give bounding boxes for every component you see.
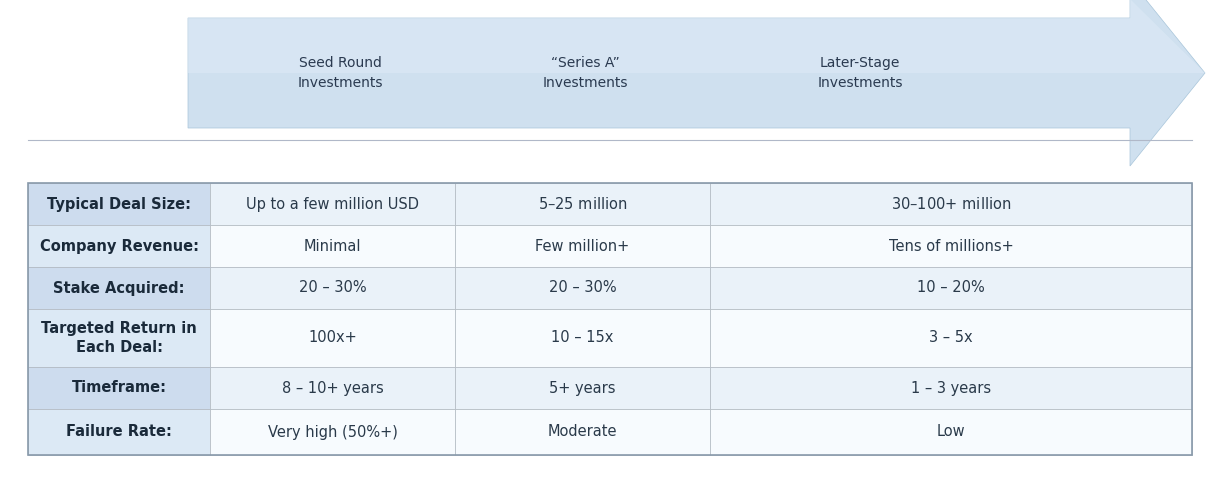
FancyBboxPatch shape [710,309,1191,367]
Text: 10 – 15x: 10 – 15x [551,331,613,345]
Text: Minimal: Minimal [304,239,362,253]
Text: $5 – $25 million: $5 – $25 million [538,196,627,212]
Text: Typical Deal Size:: Typical Deal Size: [46,196,191,212]
Text: 3 – 5x: 3 – 5x [929,331,973,345]
Text: Tens of millions+: Tens of millions+ [888,239,1013,253]
Text: Few million+: Few million+ [535,239,629,253]
Text: 10 – 20%: 10 – 20% [918,281,985,296]
Polygon shape [188,0,1205,166]
FancyBboxPatch shape [455,367,710,409]
FancyBboxPatch shape [210,409,455,455]
Text: Stake Acquired:: Stake Acquired: [54,281,185,296]
FancyBboxPatch shape [28,409,210,455]
Text: Seed Round
Investments: Seed Round Investments [297,56,382,90]
FancyBboxPatch shape [28,183,210,225]
FancyBboxPatch shape [710,225,1191,267]
FancyBboxPatch shape [455,267,710,309]
Text: 8 – 10+ years: 8 – 10+ years [281,380,384,396]
Polygon shape [188,0,1205,73]
FancyBboxPatch shape [210,183,455,225]
Text: Very high (50%+): Very high (50%+) [268,424,397,440]
FancyBboxPatch shape [710,183,1191,225]
FancyBboxPatch shape [710,267,1191,309]
Text: 20 – 30%: 20 – 30% [549,281,616,296]
Text: Company Revenue:: Company Revenue: [39,239,198,253]
FancyBboxPatch shape [28,267,210,309]
FancyBboxPatch shape [28,367,210,409]
Text: Targeted Return in
Each Deal:: Targeted Return in Each Deal: [42,321,197,355]
Text: 100x+: 100x+ [308,331,357,345]
FancyBboxPatch shape [210,367,455,409]
Text: 20 – 30%: 20 – 30% [298,281,367,296]
FancyBboxPatch shape [455,183,710,225]
FancyBboxPatch shape [28,309,210,367]
FancyBboxPatch shape [28,225,210,267]
FancyBboxPatch shape [455,409,710,455]
Text: Moderate: Moderate [547,424,617,440]
Text: Up to a few million USD: Up to a few million USD [246,196,419,212]
Text: “Series A”
Investments: “Series A” Investments [543,56,628,90]
Text: Failure Rate:: Failure Rate: [66,424,172,440]
Text: Low: Low [937,424,965,440]
FancyBboxPatch shape [710,367,1191,409]
Text: 5+ years: 5+ years [549,380,616,396]
FancyBboxPatch shape [210,225,455,267]
FancyBboxPatch shape [455,225,710,267]
FancyBboxPatch shape [210,309,455,367]
Text: Later-Stage
Investments: Later-Stage Investments [818,56,903,90]
FancyBboxPatch shape [210,267,455,309]
Text: Timeframe:: Timeframe: [72,380,166,396]
FancyBboxPatch shape [455,309,710,367]
FancyBboxPatch shape [710,409,1191,455]
Text: $30 – $100+ million: $30 – $100+ million [891,196,1011,212]
Text: 1 – 3 years: 1 – 3 years [910,380,991,396]
